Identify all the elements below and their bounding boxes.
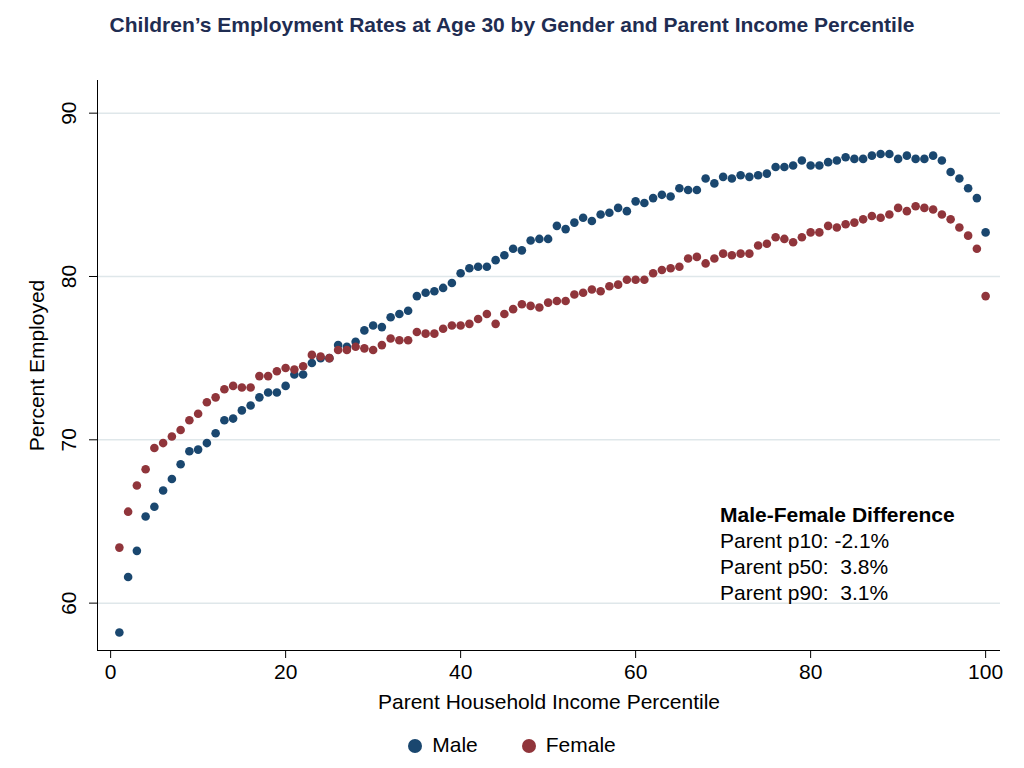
html-text:Parent p90: 3.1%: Parent p90: 3.1% (720, 581, 889, 604)
svg-text:20: 20 (274, 660, 297, 683)
html-text:Parent p10: -2.1%: Parent p10: -2.1% (720, 529, 890, 552)
html-text:Male-Female Difference: Male-Female Difference (720, 503, 955, 526)
svg-text:60: 60 (624, 660, 647, 683)
html-text:Parent p50: 3.8%: Parent p50: 3.8% (720, 555, 889, 578)
html-text:Children’s Employment Rates at: Children’s Employment Rates at Age 30 by… (109, 13, 915, 36)
svg-text:40: 40 (449, 660, 472, 683)
svg-text:100: 100 (968, 660, 1003, 683)
svg-text:Percent Employed: Percent Employed (25, 280, 48, 452)
svg-text:80: 80 (799, 660, 822, 683)
svg-text:0: 0 (105, 660, 117, 683)
svg-text:Parent Household Income Percen: Parent Household Income Percentile (378, 690, 720, 713)
html-text:Male: Male (432, 733, 478, 756)
svg-text:70: 70 (57, 428, 80, 451)
svg-text:80: 80 (57, 265, 80, 288)
svg-text:90: 90 (57, 101, 80, 124)
html-text:Female: Female (545, 733, 616, 756)
svg-text:60: 60 (57, 591, 80, 614)
